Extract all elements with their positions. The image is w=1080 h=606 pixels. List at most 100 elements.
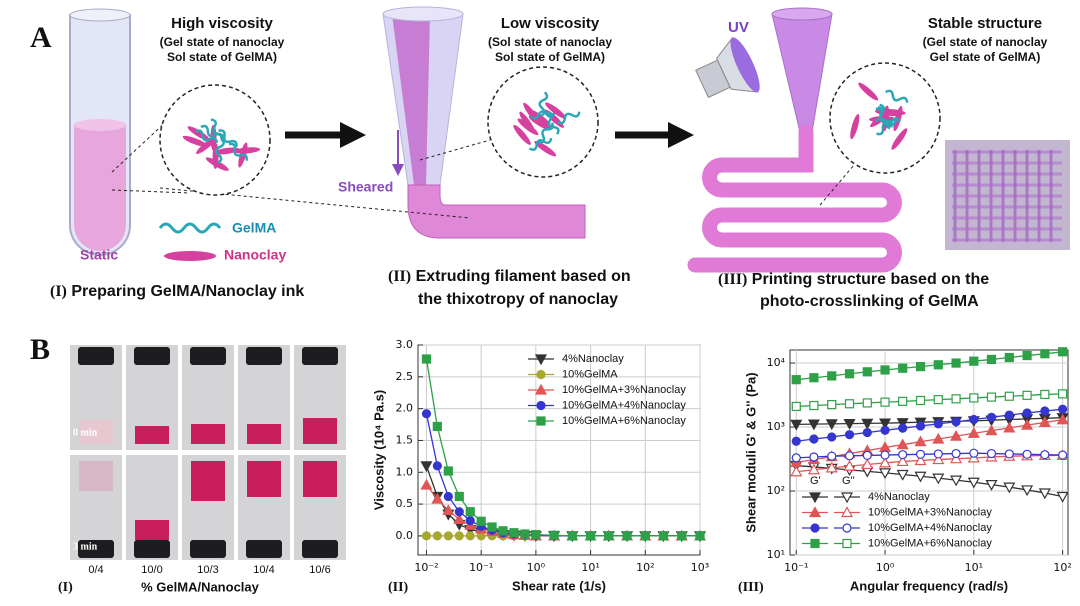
gelma-chain: [556, 111, 581, 125]
nanoclay-particle: [205, 157, 229, 171]
data-point: [825, 461, 838, 473]
state-subtitle: (Sol state of nanoclay: [488, 35, 612, 49]
state-subtitle: Gel state of GelMA): [930, 50, 1041, 64]
data-point: [1004, 449, 1014, 459]
data-point: [986, 448, 997, 459]
data-point: [498, 526, 508, 536]
legend-label: 4%Nanoclay: [868, 491, 930, 503]
vial-cap: [190, 540, 226, 558]
legend-label: Nanoclay: [224, 247, 286, 263]
data-point: [476, 516, 486, 526]
x-tick-label: 10⁻¹: [784, 561, 808, 574]
data-point: [1040, 450, 1050, 460]
data-point: [914, 471, 927, 483]
legend-label: 10%GelMA+3%Nanoclay: [868, 506, 992, 518]
axis-title: % GelMA/Nanoclay: [141, 579, 260, 594]
legend-label: 4%Nanoclay: [562, 353, 624, 365]
state-subtitle: Sol state of GelMA): [495, 50, 605, 64]
legend-marker: [810, 538, 820, 549]
y-tick-label: 0.5: [396, 497, 414, 510]
data-point: [915, 449, 926, 459]
nozzle-rim: [771, 7, 833, 21]
time-label: 3 min: [73, 541, 98, 552]
data-point: [933, 449, 943, 459]
data-point: [1058, 347, 1068, 357]
y-tick-label: 10¹: [767, 548, 785, 561]
gelma-chain: [215, 138, 225, 164]
data-point: [844, 369, 855, 379]
state-title: Low viscosity: [501, 15, 600, 32]
data-point: [1004, 352, 1014, 363]
caption-text: Preparing GelMA/Nanoclay ink: [71, 283, 304, 300]
nanoclay-particle: [182, 135, 208, 147]
legend-header: G': [810, 475, 821, 487]
data-point: [933, 395, 943, 405]
data-point: [933, 360, 943, 370]
data-point: [951, 448, 961, 459]
state-subtitle: Sol state of GelMA): [167, 50, 277, 64]
zoom-line: [111, 189, 191, 194]
charts: 10⁻² 10⁻¹ 10⁰ 10¹ 10² 10³ 0.0 0.5 1.0 1.5 2.0 2.5 3.…: [371, 338, 1071, 593]
filament: [407, 184, 586, 239]
legend-label: 10%GelMA+6%Nanoclay: [868, 537, 992, 549]
gel: [79, 420, 113, 444]
data-point: [862, 427, 872, 438]
y-tick-label: 10³: [767, 420, 785, 433]
legend-marker: [534, 383, 548, 395]
x-tick-label: 10²: [636, 561, 654, 574]
x-tick-label: 10⁰: [876, 561, 895, 574]
data-point: [951, 417, 961, 427]
nanoclay-particle: [213, 147, 240, 155]
gel: [135, 520, 169, 540]
gelma-chain: [538, 122, 555, 145]
data-point: [432, 531, 442, 541]
nanoclay-particle: [545, 102, 567, 119]
data-point: [622, 531, 632, 541]
data-point: [985, 479, 998, 491]
data-point: [432, 461, 442, 471]
y-axis-title: Shear moduli G' & G'' (Pa): [743, 372, 758, 532]
caption: (II) Extruding filament based on: [388, 268, 631, 286]
legend-label: 10%GelMA+4%Nanoclay: [562, 399, 686, 411]
data-point: [420, 461, 433, 473]
nanoclay-particle: [534, 140, 557, 157]
arrow-head: [340, 122, 366, 148]
zoom-line: [159, 187, 471, 219]
vial-cap: [190, 347, 226, 365]
data-point: [827, 400, 837, 410]
data-point: [509, 528, 519, 538]
caption: (I) Preparing GelMA/Nanoclay ink: [50, 283, 304, 301]
gelma-chain: [228, 142, 248, 161]
ink-surface: [74, 119, 126, 131]
data-point: [951, 358, 961, 368]
y-tick-label: 2.0: [396, 402, 414, 415]
vial-photos: 0/4 10/0 10/3 10/4 10/6 0 min 3 min: [70, 345, 346, 576]
data-point: [1040, 406, 1050, 416]
nanoclay-particle: [517, 118, 539, 136]
zoom-line: [819, 157, 861, 206]
legend-marker: [536, 400, 546, 411]
data-point: [950, 475, 963, 487]
data-point: [443, 466, 453, 476]
panel-label: (III): [738, 580, 764, 595]
vial-cap: [78, 347, 114, 365]
gel: [247, 461, 281, 497]
data-point: [453, 513, 466, 524]
gelma-chain: [885, 89, 909, 103]
data-point: [898, 396, 908, 406]
data-point: [967, 427, 980, 438]
data-point: [1022, 449, 1032, 459]
data-point: [420, 478, 433, 490]
data-point: [932, 453, 945, 465]
printed-structure: [687, 124, 902, 273]
data-point: [986, 392, 997, 402]
x-axis-title: Shear rate (1/s): [512, 578, 606, 593]
series-line: [796, 419, 1063, 464]
data-point: [969, 448, 979, 458]
gelma-chain: [210, 118, 225, 142]
data-point: [844, 451, 855, 461]
data-point: [879, 456, 892, 468]
panel-label: A: [30, 21, 52, 54]
data-point: [950, 452, 963, 464]
